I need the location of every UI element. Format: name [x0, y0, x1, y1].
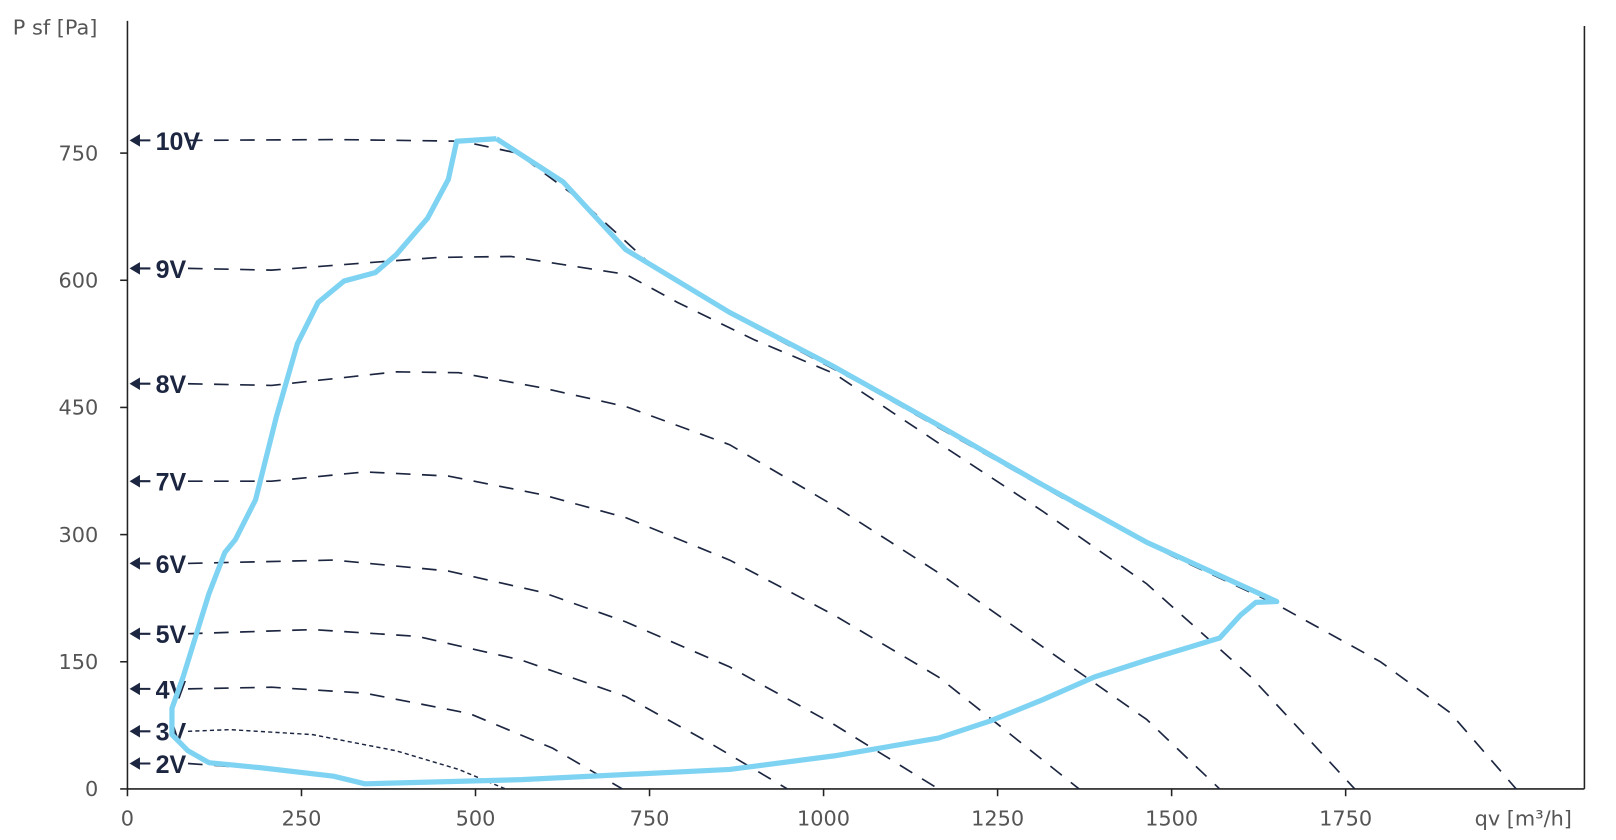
voltage-curve [187, 762, 366, 785]
y-tick-label: 450 [59, 396, 99, 420]
voltage-arrow-head [129, 134, 140, 147]
voltage-curve [188, 471, 1080, 790]
voltage-curve [187, 559, 939, 790]
voltage-arrow-head [129, 377, 140, 390]
y-tick-label: 750 [59, 141, 99, 165]
voltage-curve [188, 138, 1517, 790]
voltage-curve [187, 371, 1221, 790]
voltage-arrow-head [129, 682, 140, 696]
voltage-arrow-head [129, 262, 140, 275]
y-tick-label: 300 [59, 523, 99, 547]
voltage-label: 8V [156, 371, 187, 399]
voltage-label: 5V [156, 621, 187, 649]
voltage-arrow-head [129, 627, 140, 641]
voltage-label: 6V [156, 551, 187, 579]
x-tick-label: 1000 [797, 806, 850, 830]
y-tick-label: 0 [85, 777, 98, 801]
operating-envelope [169, 136, 1280, 787]
y-tick-label: 150 [59, 650, 99, 674]
x-tick-label: 250 [282, 806, 322, 830]
x-tick-label: 1500 [1145, 806, 1198, 830]
x-tick-label: 1750 [1319, 806, 1372, 830]
voltage-arrow-head [129, 474, 140, 488]
x-tick-label: 0 [121, 806, 134, 830]
voltage-curve [187, 686, 623, 790]
y-tick-label: 600 [59, 269, 99, 293]
x-axis-label: qv [m³/h] [1475, 806, 1572, 830]
x-tick-label: 500 [456, 806, 496, 830]
voltage-arrow-head [129, 757, 140, 770]
x-tick-label: 1250 [971, 806, 1024, 830]
voltage-label: 7V [156, 469, 187, 497]
voltage-curve [187, 255, 1356, 790]
voltage-arrow-head [129, 557, 140, 570]
voltage-arrow-head [129, 725, 140, 738]
voltage-label: 10V [156, 128, 201, 156]
voltage-label: 9V [156, 256, 187, 284]
y-axis-label: P sf [Pa] [13, 15, 98, 39]
voltage-label: 2V [156, 751, 187, 779]
x-tick-label: 750 [630, 806, 670, 830]
